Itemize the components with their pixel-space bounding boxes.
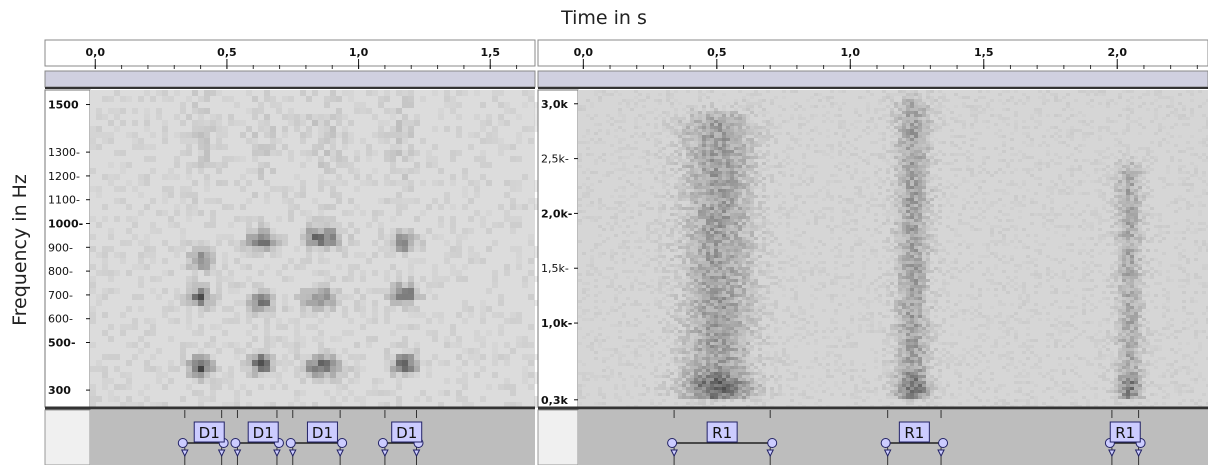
- y-tick-label: 1200-: [48, 170, 80, 183]
- frequency-axis-gutter: [537, 89, 579, 408]
- label-boundary-handle[interactable]: [337, 438, 348, 448]
- label-boundary-handle[interactable]: [177, 438, 188, 448]
- label-marker[interactable]: R1: [667, 410, 778, 465]
- spectrogram-texture: [578, 90, 1208, 408]
- label-drag-arrow-icon: [180, 449, 189, 458]
- time-ruler[interactable]: [44, 39, 536, 67]
- y-tick-label: 1,0k-: [541, 317, 572, 330]
- label-marker[interactable]: D1: [230, 410, 284, 465]
- y-tick-label: 500-: [48, 337, 76, 350]
- label-boundary-handle[interactable]: [767, 438, 778, 448]
- y-tick-label: 300: [48, 384, 71, 397]
- label-box[interactable]: [306, 421, 338, 443]
- y-tick-label: 700-: [48, 289, 73, 302]
- figure-title: Time in s: [560, 7, 647, 29]
- label-marker[interactable]: R1: [880, 410, 949, 465]
- y-tick-label: 2,0k-: [541, 207, 572, 220]
- y-tick-label: 1500: [48, 99, 79, 112]
- label-text: D1: [199, 424, 220, 442]
- label-box[interactable]: [1109, 421, 1141, 443]
- x-tick-label: 2,0: [1107, 46, 1127, 59]
- y-axis-label: Frequency in Hz: [9, 174, 31, 326]
- label-boundary-handle[interactable]: [667, 438, 678, 448]
- y-tick-label: 1000-: [48, 218, 83, 231]
- label-drag-arrow-icon: [937, 449, 945, 458]
- label-track-gutter: [537, 409, 579, 465]
- y-tick-label: 600-: [48, 313, 73, 326]
- label-marker[interactable]: D1: [285, 410, 348, 465]
- label-drag-arrow-icon: [273, 449, 281, 458]
- x-tick-label: 0,0: [574, 46, 594, 59]
- y-tick-label: 900-: [48, 241, 73, 254]
- x-tick-label: 1,0: [349, 46, 369, 59]
- label-drag-arrow-icon: [381, 449, 389, 458]
- y-tick-label: 0,3k: [541, 394, 568, 407]
- right-spectrogram-panel: 0,0 0,5 1,0 1,5 2,0 0,3k 1,0k- 1,5k- 2,0k- 2,5k- 3…: [537, 39, 1208, 465]
- left-spectrogram-panel: 0,0 0,5 1,0 1,5 300 500- 600- 700- 800- 900- 1000-…: [44, 39, 540, 465]
- label-box[interactable]: [898, 421, 930, 443]
- label-marker[interactable]: D1: [377, 410, 424, 465]
- label-drag-arrow-icon: [336, 449, 344, 458]
- label-text: R1: [1115, 424, 1135, 442]
- time-ruler[interactable]: [537, 39, 1208, 67]
- x-tick-label: 0,0: [86, 46, 106, 59]
- label-drag-arrow-icon: [288, 449, 297, 458]
- x-tick-label: 1,5: [480, 46, 500, 59]
- spectrogram-texture: [90, 90, 540, 408]
- label-track-gutter: [44, 409, 91, 465]
- label-box[interactable]: [193, 421, 225, 443]
- label-text: D1: [396, 424, 417, 442]
- y-tick-label: 1,5k-: [541, 262, 569, 275]
- y-tick-label: 3,0k: [541, 98, 568, 111]
- label-drag-arrow-icon: [233, 449, 242, 458]
- label-boundary-handle[interactable]: [880, 438, 891, 448]
- label-text: R1: [904, 424, 924, 442]
- y-tick-label: 800-: [48, 265, 73, 278]
- label-text: D1: [253, 424, 274, 442]
- label-boundary-handle[interactable]: [230, 438, 241, 448]
- label-box[interactable]: [706, 421, 738, 443]
- label-boundary-handle[interactable]: [377, 438, 388, 448]
- label-text: D1: [312, 424, 333, 442]
- label-drag-arrow-icon: [1134, 449, 1143, 458]
- label-box[interactable]: [247, 421, 279, 443]
- label-boundary-handle[interactable]: [938, 438, 949, 448]
- label-drag-arrow-icon: [1108, 449, 1116, 458]
- label-drag-arrow-icon: [883, 449, 892, 458]
- label-drag-arrow-icon: [412, 449, 421, 458]
- label-marker[interactable]: R1: [1104, 410, 1146, 465]
- label-text: R1: [712, 424, 732, 442]
- time-ruler-band: [44, 70, 536, 88]
- label-drag-arrow-icon: [766, 449, 775, 458]
- y-tick-label: 1100-: [48, 194, 80, 207]
- label-drag-arrow-icon: [670, 449, 678, 458]
- time-ruler-band: [537, 70, 1208, 88]
- label-boundary-handle[interactable]: [285, 438, 296, 448]
- label-track: [578, 410, 1208, 465]
- y-tick-label: 1300-: [48, 146, 80, 159]
- label-drag-arrow-icon: [217, 449, 226, 458]
- x-tick-label: 1,5: [974, 46, 994, 59]
- x-tick-label: 0,5: [707, 46, 727, 59]
- label-box[interactable]: [391, 421, 423, 443]
- x-tick-label: 1,0: [841, 46, 861, 59]
- label-marker[interactable]: D1: [177, 410, 229, 465]
- x-tick-label: 0,5: [217, 46, 237, 59]
- y-tick-label: 2,5k-: [541, 153, 569, 166]
